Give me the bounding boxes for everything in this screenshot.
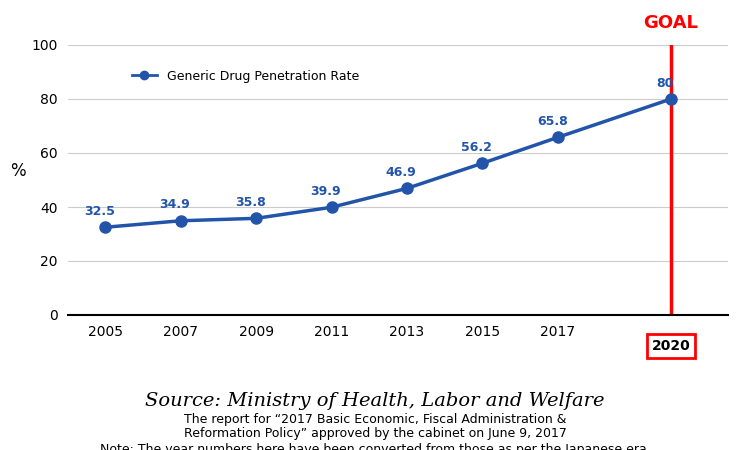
Text: 56.2: 56.2 — [461, 141, 492, 154]
Legend: Generic Drug Penetration Rate: Generic Drug Penetration Rate — [127, 65, 364, 88]
Text: 65.8: 65.8 — [537, 115, 568, 128]
Text: 35.8: 35.8 — [235, 196, 266, 209]
Text: The report for “2017 Basic Economic, Fiscal Administration &: The report for “2017 Basic Economic, Fis… — [184, 413, 566, 426]
Text: 46.9: 46.9 — [386, 166, 417, 179]
Text: 2020: 2020 — [652, 339, 690, 353]
Text: 32.5: 32.5 — [84, 205, 115, 218]
Text: 80: 80 — [656, 76, 674, 90]
Text: 39.9: 39.9 — [310, 185, 341, 198]
Text: Source: Ministry of Health, Labor and Welfare: Source: Ministry of Health, Labor and We… — [146, 392, 604, 410]
Text: GOAL: GOAL — [644, 14, 698, 32]
Text: Reformation Policy” approved by the cabinet on June 9, 2017: Reformation Policy” approved by the cabi… — [184, 428, 566, 441]
Text: 34.9: 34.9 — [160, 198, 190, 211]
Y-axis label: %: % — [10, 162, 26, 180]
Text: Note: The year numbers here have been converted from those as per the Japanese e: Note: The year numbers here have been co… — [100, 443, 650, 450]
